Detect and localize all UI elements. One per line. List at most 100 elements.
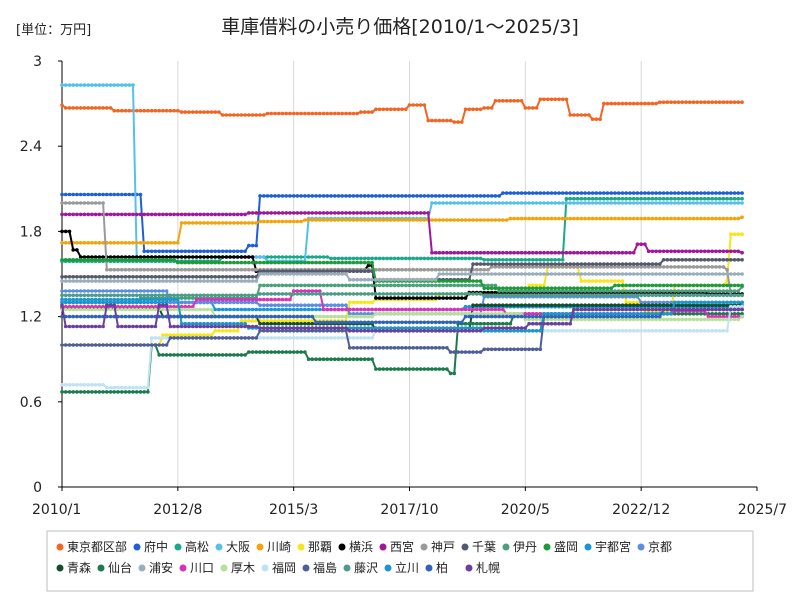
data-point: [452, 250, 457, 255]
data-point: [362, 211, 367, 215]
data-point: [542, 312, 546, 316]
data-point: [639, 314, 643, 319]
data-point: [516, 326, 520, 330]
data-point: [142, 307, 146, 312]
data-point: [108, 106, 113, 110]
data-point: [108, 255, 113, 259]
data-point: [687, 196, 692, 201]
data-point: [564, 329, 569, 333]
data-point: [478, 303, 483, 308]
data-point: [620, 265, 625, 269]
data-point: [471, 107, 475, 112]
data-point: [687, 191, 692, 195]
data-point: [224, 255, 229, 259]
data-point: [310, 314, 315, 319]
data-point: [467, 329, 472, 333]
data-point: [333, 336, 337, 340]
data-point: [276, 321, 281, 326]
data-point: [609, 289, 614, 293]
data-point: [262, 269, 266, 274]
data-point: [732, 283, 737, 288]
data-point: [422, 296, 427, 300]
data-point: [620, 307, 625, 312]
data-point: [594, 289, 599, 293]
data-point: [729, 258, 733, 262]
data-point: [460, 218, 464, 222]
data-point: [224, 297, 229, 302]
data-point: [374, 329, 378, 333]
data-point: [710, 201, 714, 205]
data-point: [661, 201, 666, 205]
data-point: [691, 300, 696, 305]
data-point: [291, 326, 296, 330]
data-point: [605, 265, 610, 269]
data-point: [534, 262, 539, 266]
data-point: [112, 241, 117, 245]
data-point: [523, 258, 528, 262]
data-point: [430, 312, 434, 316]
data-point: [553, 314, 557, 319]
data-point: [635, 191, 640, 195]
data-point: [433, 292, 438, 296]
data-point: [441, 312, 445, 316]
data-point: [717, 307, 722, 312]
data-point: [217, 307, 221, 312]
data-point: [82, 307, 87, 312]
data-point: [616, 262, 621, 266]
data-point: [191, 324, 195, 329]
data-point: [209, 293, 214, 298]
data-point: [605, 196, 610, 201]
data-point: [318, 283, 322, 288]
data-point: [706, 196, 711, 201]
data-point: [336, 260, 341, 265]
data-point: [321, 314, 326, 319]
data-point: [377, 211, 382, 215]
data-point: [650, 303, 655, 308]
data-point: [269, 350, 274, 354]
data-point: [276, 292, 281, 296]
data-point: [71, 383, 75, 387]
data-point: [665, 100, 670, 104]
data-point: [336, 336, 341, 340]
data-point: [404, 218, 408, 222]
data-point: [374, 367, 378, 371]
data-point: [725, 293, 729, 298]
data-point: [318, 218, 322, 222]
data-point: [471, 194, 475, 198]
data-point: [108, 212, 113, 217]
series-川崎: [60, 215, 744, 245]
data-point: [78, 324, 83, 329]
data-point: [134, 297, 139, 302]
data-point: [714, 272, 718, 276]
data-point: [445, 201, 449, 205]
data-point: [583, 265, 587, 269]
y-tick-label: 1.8: [20, 224, 42, 240]
data-point: [374, 218, 378, 222]
data-point: [471, 307, 475, 312]
data-point: [549, 293, 554, 298]
data-point: [120, 258, 124, 262]
data-point: [658, 262, 662, 266]
data-point: [714, 265, 718, 269]
data-point: [90, 241, 94, 245]
data-point: [527, 303, 531, 308]
data-point: [695, 216, 699, 221]
data-point: [643, 293, 647, 298]
data-point: [598, 262, 602, 266]
data-point: [176, 293, 180, 298]
data-point: [310, 336, 315, 340]
data-point: [359, 218, 363, 222]
data-point: [489, 250, 494, 255]
data-point: [191, 296, 195, 300]
data-point: [146, 307, 150, 312]
data-point: [575, 303, 580, 308]
data-point: [228, 307, 232, 312]
data-point: [579, 329, 584, 333]
data-point: [575, 312, 580, 316]
data-point: [482, 307, 487, 312]
data-point: [295, 289, 300, 293]
data-point: [235, 307, 240, 312]
data-point: [168, 304, 173, 309]
data-point: [426, 329, 431, 333]
data-point: [594, 191, 599, 195]
